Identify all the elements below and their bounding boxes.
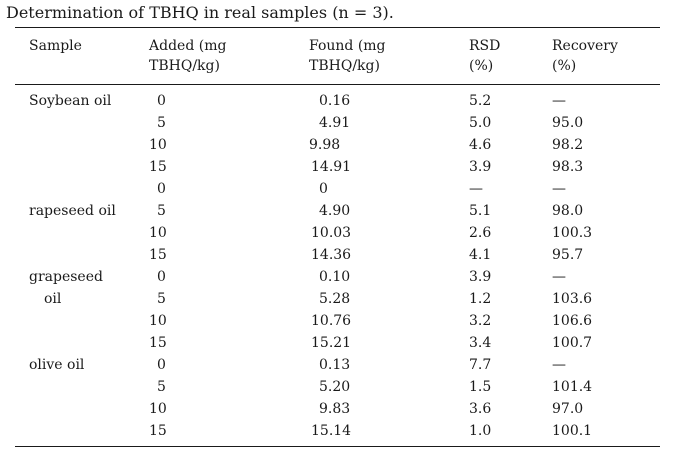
header-rsd-line1: RSD — [469, 38, 501, 54]
cell-added: 0 — [157, 181, 166, 197]
cell-rsd: 5.0 — [469, 115, 492, 131]
header-added-line1: Added (mg — [149, 38, 227, 54]
cell-rsd: 5.1 — [469, 203, 492, 219]
header-recovery-line1: Recovery — [552, 38, 618, 54]
cell-added: 5 — [157, 291, 166, 307]
cell-added: 0 — [157, 357, 166, 373]
cell-recovery: 103.6 — [552, 291, 593, 307]
cell-rsd: — — [469, 181, 483, 197]
cell-found: 5.28 — [319, 291, 351, 307]
cell-found: 0.13 — [319, 357, 351, 373]
cell-rsd: 3.9 — [469, 269, 492, 285]
cell-added: 0 — [157, 269, 166, 285]
cell-recovery: 97.0 — [552, 401, 584, 417]
cell-sample: Soybean oil — [29, 93, 112, 109]
cell-rsd: 3.4 — [469, 335, 492, 351]
cell-sample: rapeseed oil — [29, 203, 116, 219]
cell-rsd: 3.2 — [469, 313, 492, 329]
cell-found: 4.91 — [319, 115, 351, 131]
cell-rsd: 2.6 — [469, 225, 492, 241]
cell-added: 10 — [149, 313, 167, 329]
cell-recovery: 98.3 — [552, 159, 584, 175]
cell-recovery: 100.1 — [552, 423, 593, 439]
cell-found: 14.91 — [311, 159, 352, 175]
cell-rsd: 1.0 — [469, 423, 492, 439]
cell-added: 10 — [149, 137, 167, 153]
cell-recovery: — — [552, 357, 566, 373]
cell-added: 5 — [157, 115, 166, 131]
cell-recovery: 95.0 — [552, 115, 584, 131]
header-found-line1: Found (mg — [309, 38, 386, 54]
cell-found: 15.14 — [311, 423, 352, 439]
cell-recovery: — — [552, 269, 566, 285]
cell-found: 0.16 — [319, 93, 351, 109]
header-added-line2: TBHQ/kg) — [149, 58, 220, 74]
cell-recovery: — — [552, 93, 566, 109]
cell-found: 9.98 — [309, 137, 341, 153]
cell-added: 0 — [157, 93, 166, 109]
cell-added: 15 — [149, 423, 167, 439]
cell-sample: grapeseed — [29, 269, 103, 285]
cell-rsd: 4.6 — [469, 137, 492, 153]
cell-found: 10.03 — [311, 225, 352, 241]
cell-rsd: 5.2 — [469, 93, 492, 109]
cell-added: 5 — [157, 379, 166, 395]
cell-sample: olive oil — [29, 357, 85, 373]
cell-found: 4.90 — [319, 203, 351, 219]
table-top-rule — [15, 27, 660, 28]
cell-added: 10 — [149, 225, 167, 241]
header-recovery: Recovery (%) — [552, 36, 618, 76]
header-sample: Sample — [29, 36, 82, 56]
cell-rsd: 3.6 — [469, 401, 492, 417]
cell-recovery: 95.7 — [552, 247, 584, 263]
cell-recovery: 100.3 — [552, 225, 593, 241]
header-rsd: RSD (%) — [469, 36, 500, 76]
header-rsd-line2: (%) — [469, 58, 494, 74]
cell-rsd: 1.2 — [469, 291, 492, 307]
cell-recovery: 98.2 — [552, 137, 584, 153]
cell-found: 14.36 — [311, 247, 352, 263]
cell-rsd: 7.7 — [469, 357, 492, 373]
cell-rsd: 4.1 — [469, 247, 492, 263]
table-caption: Determination of TBHQ in real samples (n… — [6, 3, 394, 22]
header-added: Added (mg TBHQ/kg) — [149, 36, 226, 76]
cell-rsd: 1.5 — [469, 379, 492, 395]
header-sample-line1: Sample — [29, 38, 82, 54]
cell-added: 15 — [149, 159, 167, 175]
cell-recovery: 106.6 — [552, 313, 593, 329]
table-header-rule — [15, 84, 660, 85]
cell-found: 0.10 — [319, 269, 351, 285]
cell-found: 5.20 — [319, 379, 351, 395]
header-recovery-line2: (%) — [552, 58, 577, 74]
cell-rsd: 3.9 — [469, 159, 492, 175]
cell-added: 5 — [157, 203, 166, 219]
cell-recovery: — — [552, 181, 566, 197]
cell-recovery: 100.7 — [552, 335, 593, 351]
cell-found: 10.76 — [311, 313, 352, 329]
cell-added: 15 — [149, 335, 167, 351]
cell-recovery: 101.4 — [552, 379, 593, 395]
header-found: Found (mg TBHQ/kg) — [309, 36, 386, 76]
cell-sample: oil — [44, 291, 62, 307]
cell-recovery: 98.0 — [552, 203, 584, 219]
header-found-line2: TBHQ/kg) — [309, 58, 380, 74]
cell-found: 15.21 — [311, 335, 352, 351]
cell-added: 10 — [149, 401, 167, 417]
table-bottom-rule — [15, 446, 660, 447]
cell-found: 0 — [319, 181, 328, 197]
cell-found: 9.83 — [319, 401, 351, 417]
cell-added: 15 — [149, 247, 167, 263]
